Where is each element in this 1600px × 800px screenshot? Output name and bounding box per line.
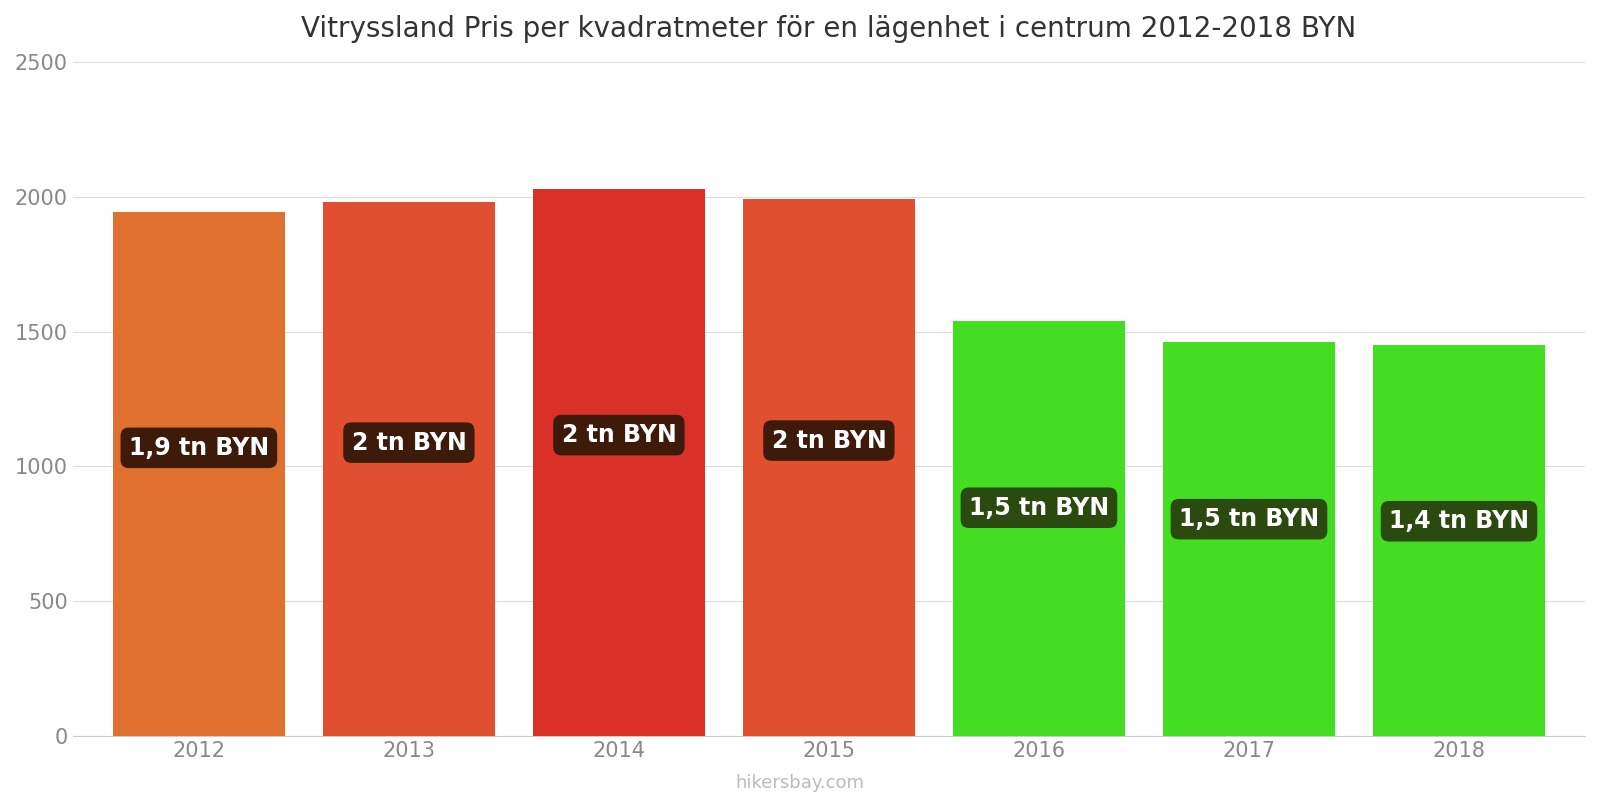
Bar: [742, 198, 915, 736]
Text: 1,5 tn BYN: 1,5 tn BYN: [970, 496, 1109, 520]
Bar: [323, 202, 494, 736]
Bar: [1373, 346, 1546, 736]
Bar: [533, 189, 706, 736]
Text: 1,5 tn BYN: 1,5 tn BYN: [1179, 507, 1318, 531]
Text: 2 tn BYN: 2 tn BYN: [562, 423, 677, 447]
Text: 1,9 tn BYN: 1,9 tn BYN: [130, 436, 269, 460]
Text: 1,4 tn BYN: 1,4 tn BYN: [1389, 510, 1530, 534]
Bar: [112, 212, 285, 736]
Text: 2 tn BYN: 2 tn BYN: [352, 430, 466, 454]
Bar: [1163, 342, 1334, 736]
Text: 2 tn BYN: 2 tn BYN: [771, 429, 886, 453]
Title: Vitryssland Pris per kvadratmeter för en lägenhet i centrum 2012-2018 BYN: Vitryssland Pris per kvadratmeter för en…: [301, 15, 1357, 43]
Bar: [954, 321, 1125, 736]
Text: hikersbay.com: hikersbay.com: [736, 774, 864, 792]
